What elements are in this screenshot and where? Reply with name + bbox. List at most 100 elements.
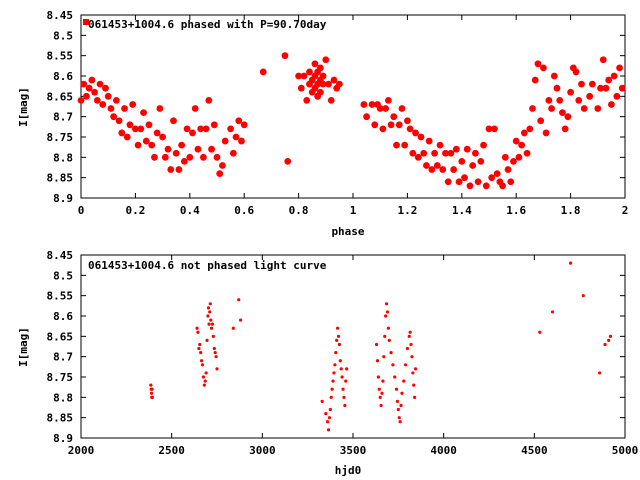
phased-data-point: [319, 80, 327, 88]
phased-data-point: [499, 182, 506, 190]
phased-data-point: [123, 133, 131, 141]
unphased-data-point: [386, 326, 390, 330]
phased-data-point: [115, 117, 123, 125]
unphased-data-point: [380, 391, 384, 395]
phased-data-point: [164, 145, 172, 153]
unphased-y-axis-label: I[mag]: [17, 327, 30, 367]
unphased-data-point: [413, 367, 418, 371]
phased-data-point: [102, 84, 109, 92]
phased-data-point: [455, 178, 463, 186]
unphased-data-point: [204, 371, 208, 375]
unphased-data-point: [385, 310, 390, 314]
phased-data-point: [605, 76, 613, 84]
phased-data-point: [110, 113, 118, 121]
unphased-x-tick-label: 3000: [249, 444, 276, 457]
phased-data-point: [488, 174, 496, 182]
phased-data-point: [281, 52, 289, 60]
unphased-data-point: [402, 379, 406, 383]
unphased-data-point: [335, 326, 340, 330]
phased-data-point: [575, 97, 583, 104]
unphased-data-point: [410, 355, 414, 359]
phased-data-point: [167, 166, 175, 173]
phased-data-point: [588, 80, 596, 88]
unphased-data-point: [396, 407, 400, 412]
phased-data-point: [316, 88, 324, 96]
unphased-data-point: [394, 387, 399, 391]
unphased-data-point: [538, 330, 542, 334]
phased-data-point: [384, 97, 392, 104]
unphased-data-point: [197, 346, 201, 351]
phased-legend-swatch: [83, 19, 89, 25]
phased-x-tick-label: 0.6: [234, 204, 254, 217]
unphased-data-point: [391, 363, 395, 367]
unphased-data-point: [198, 342, 202, 347]
phased-data-point: [197, 125, 205, 133]
phased-data-point: [466, 182, 474, 190]
phased-data-point: [504, 166, 512, 173]
phased-data-point: [330, 76, 338, 84]
phased-data-point: [137, 125, 145, 133]
unphased-x-tick-label: 2500: [158, 444, 185, 457]
phased-x-tick-label: 1.2: [397, 204, 417, 217]
unphased-data-point: [393, 375, 397, 379]
phased-data-point: [284, 158, 292, 165]
phased-data-point: [390, 113, 398, 121]
phased-data-point: [618, 84, 626, 92]
phased-x-tick-label: 0.4: [180, 204, 200, 217]
phased-data-point: [431, 149, 438, 157]
unphased-x-tick-label: 4000: [430, 444, 457, 457]
unphased-data-point: [196, 330, 200, 334]
unphased-x-axis-label: hjd0: [335, 464, 362, 477]
phased-data-point: [608, 101, 615, 108]
unphased-data-point: [581, 294, 585, 298]
unphased-data-point: [608, 334, 613, 338]
unphased-data-point: [395, 399, 400, 403]
phased-data-point: [129, 101, 137, 108]
unphased-plot: 2000 2500 3000 3500 4000 4500 5000 8.45 8.5 8.55 8…: [17, 249, 638, 477]
phased-y-tick-label: 8.85: [47, 172, 74, 185]
phased-x-tick-label: 1.4: [452, 204, 472, 217]
phased-data-point: [482, 182, 490, 190]
phased-data-point: [297, 84, 305, 92]
phased-data-point: [491, 125, 498, 133]
phased-data-point: [520, 129, 528, 137]
phased-data-point: [425, 137, 433, 145]
phased-data-point: [379, 125, 387, 133]
phased-data-point: [368, 101, 376, 108]
phased-data-point: [153, 129, 161, 137]
unphased-data-point: [214, 355, 218, 359]
unphased-data-point: [336, 334, 341, 338]
unphased-data-point: [201, 375, 205, 379]
unphased-data-point: [374, 342, 379, 347]
phased-data-point: [406, 125, 414, 133]
phased-data-point: [229, 149, 237, 157]
phased-data-point: [322, 56, 330, 64]
unphased-data-point: [403, 363, 408, 367]
phased-data-point: [461, 174, 468, 182]
phased-data-point: [327, 97, 335, 104]
phased-data-point: [311, 60, 319, 68]
phased-data-point: [485, 125, 493, 133]
unphased-data-point: [384, 302, 389, 306]
unphased-data-point: [206, 306, 211, 310]
phased-data-point: [77, 97, 85, 104]
unphased-data-point: [333, 363, 337, 367]
phased-data-point: [238, 137, 245, 145]
phased-data-point: [175, 166, 183, 173]
unphased-data-point: [377, 387, 381, 391]
phased-data-point: [336, 80, 343, 88]
unphased-data-point: [381, 379, 385, 383]
phased-data-point: [599, 56, 607, 64]
phased-data-point: [148, 141, 156, 149]
unphased-data-point: [326, 428, 331, 432]
phased-data-point: [112, 97, 120, 104]
unphased-data-point: [332, 371, 336, 375]
phased-data-point: [118, 129, 126, 137]
unphased-data-point: [208, 302, 212, 306]
phased-data-point: [404, 117, 411, 125]
unphased-x-tick-label: 2000: [68, 444, 95, 457]
phased-plot-points: [77, 52, 626, 190]
phased-y-tick-label: 8.5: [53, 29, 73, 42]
unphased-data-point: [379, 403, 383, 408]
